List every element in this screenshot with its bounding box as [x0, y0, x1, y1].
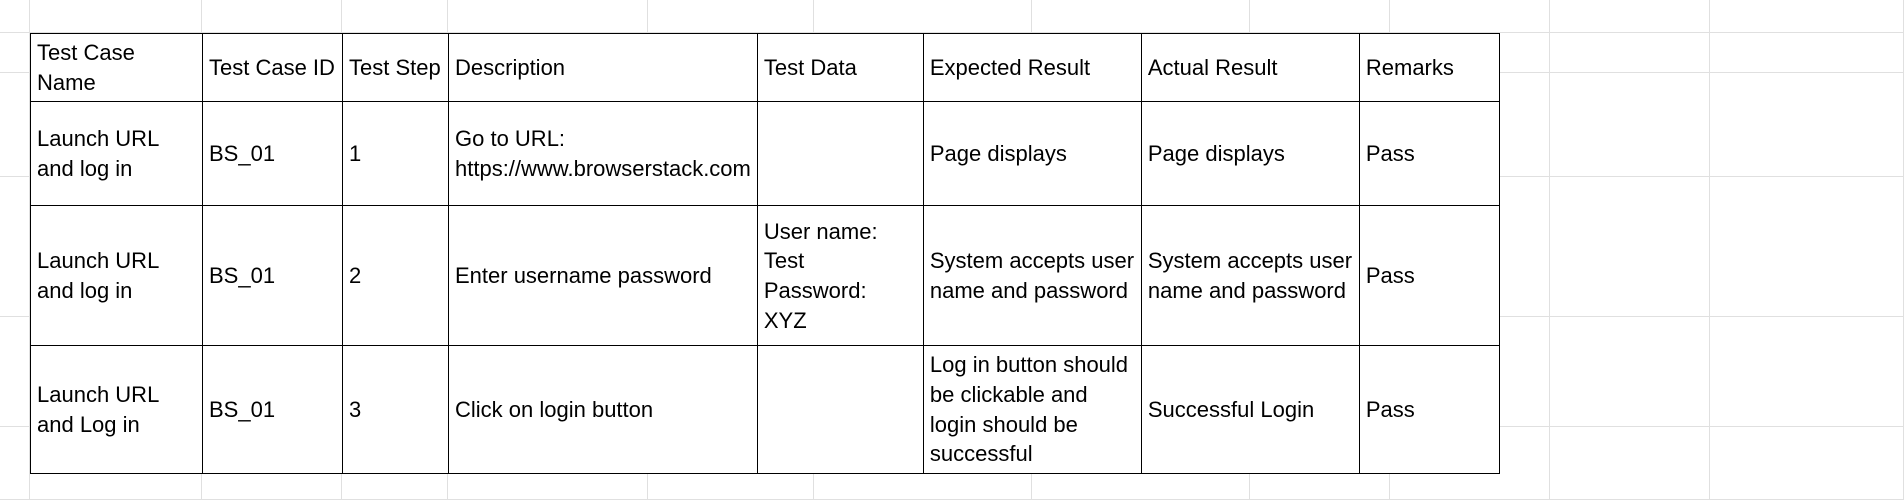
cell-test-case-name: Launch URL and Log in: [31, 346, 203, 474]
table-row: Launch URL and log inBS_012Enter usernam…: [31, 206, 1500, 346]
column-header-actual-result: Actual Result: [1141, 34, 1359, 102]
cell-remarks: Pass: [1359, 206, 1499, 346]
table-row: Launch URL and Log inBS_013Click on logi…: [31, 346, 1500, 474]
column-header-expected-result: Expected Result: [923, 34, 1141, 102]
cell-test-case-id: BS_01: [203, 346, 343, 474]
cell-test-step: 1: [343, 102, 449, 206]
cell-test-step: 3: [343, 346, 449, 474]
cell-description: Go to URL: https://www.browserstack.com: [449, 102, 758, 206]
test-case-table: Test Case NameTest Case IDTest StepDescr…: [30, 33, 1500, 474]
column-header-description: Description: [449, 34, 758, 102]
table-body: Launch URL and log inBS_011Go to URL: ht…: [31, 102, 1500, 474]
cell-test-case-id: BS_01: [203, 206, 343, 346]
cell-test-step: 2: [343, 206, 449, 346]
cell-test-data: User name:TestPassword:XYZ: [757, 206, 923, 346]
column-header-remarks: Remarks: [1359, 34, 1499, 102]
cell-actual-result: Page displays: [1141, 102, 1359, 206]
column-header-test-data: Test Data: [757, 34, 923, 102]
cell-expected-result: Log in button should be clickable and lo…: [923, 346, 1141, 474]
table-header-row: Test Case NameTest Case IDTest StepDescr…: [31, 34, 1500, 102]
cell-expected-result: System accepts user name and password: [923, 206, 1141, 346]
cell-test-data: [757, 102, 923, 206]
cell-test-case-name: Launch URL and log in: [31, 206, 203, 346]
cell-actual-result: Successful Login: [1141, 346, 1359, 474]
column-header-test-case-id: Test Case ID: [203, 34, 343, 102]
cell-test-data: [757, 346, 923, 474]
cell-actual-result: System accepts user name and password: [1141, 206, 1359, 346]
spreadsheet-container: Test Case NameTest Case IDTest StepDescr…: [0, 0, 1904, 500]
cell-description: Click on login button: [449, 346, 758, 474]
cell-description: Enter username password: [449, 206, 758, 346]
cell-test-case-id: BS_01: [203, 102, 343, 206]
cell-remarks: Pass: [1359, 102, 1499, 206]
cell-remarks: Pass: [1359, 346, 1499, 474]
column-header-test-step: Test Step: [343, 34, 449, 102]
cell-expected-result: Page displays: [923, 102, 1141, 206]
column-header-test-case-name: Test Case Name: [31, 34, 203, 102]
table-row: Launch URL and log inBS_011Go to URL: ht…: [31, 102, 1500, 206]
cell-test-case-name: Launch URL and log in: [31, 102, 203, 206]
